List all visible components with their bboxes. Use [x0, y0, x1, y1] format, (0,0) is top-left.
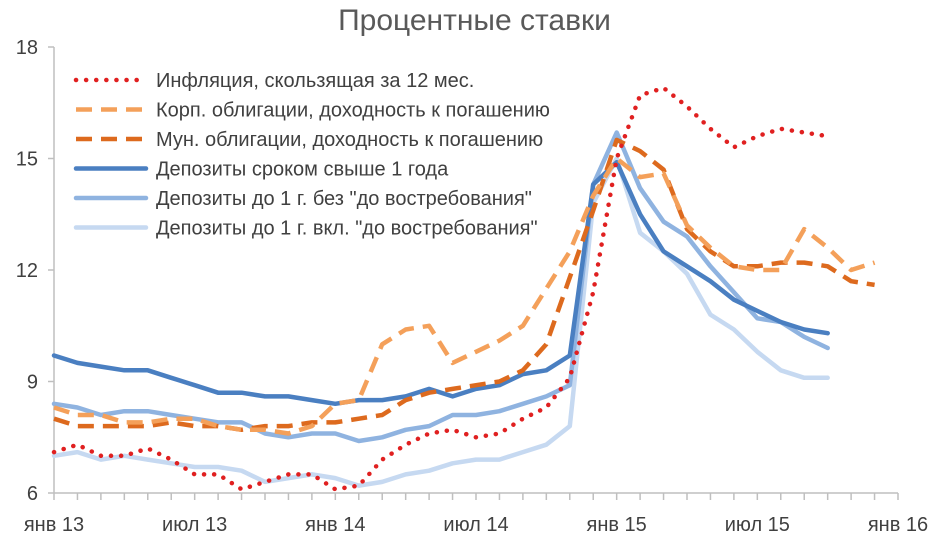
x-tick-label: янв 13 — [24, 514, 84, 536]
x-tick-label: июл 13 — [162, 514, 227, 536]
y-axis: 6 9 12 15 18 — [16, 37, 54, 505]
x-tick-label: июл 15 — [725, 514, 790, 536]
series-line-4 — [51, 159, 830, 407]
plot-area — [51, 85, 876, 492]
x-tick-label: янв 14 — [305, 514, 365, 536]
series-line-6 — [51, 156, 830, 488]
y-tick-label: 18 — [16, 37, 38, 59]
legend-label-5: Депозиты до 1 г. без "до востребования" — [156, 188, 532, 210]
x-tick-label: янв 16 — [868, 514, 928, 536]
y-tick-label: 6 — [27, 483, 38, 505]
legend-label-6: Депозиты до 1 г. вкл. "до востребования" — [156, 218, 538, 240]
series-line-3 — [53, 137, 875, 433]
x-axis: янв 13 июл 13 янв 14 июл 14 янв 15 июл 15 янв … — [24, 493, 928, 536]
x-tick-label: янв 15 — [587, 514, 647, 536]
legend-label-4: Депозиты сроком свыше 1 года — [156, 159, 449, 181]
y-tick-label: 12 — [16, 260, 38, 282]
legend-label-3: Мун. облигации, доходность к погашению — [156, 129, 543, 151]
x-tick-label: июл 14 — [443, 514, 508, 536]
y-tick-label: 9 — [27, 372, 38, 394]
series-line-2 — [53, 156, 876, 436]
legend: Инфляция, скользящая за 12 мес. Корп. обл… — [73, 70, 550, 240]
y-tick-label: 15 — [16, 149, 38, 171]
legend-label-1: Инфляция, скользящая за 12 мес. — [156, 70, 474, 92]
legend-label-2: Корп. облигации, доходность к погашению — [156, 100, 550, 122]
chart-title: Процентные ставки — [338, 4, 611, 37]
